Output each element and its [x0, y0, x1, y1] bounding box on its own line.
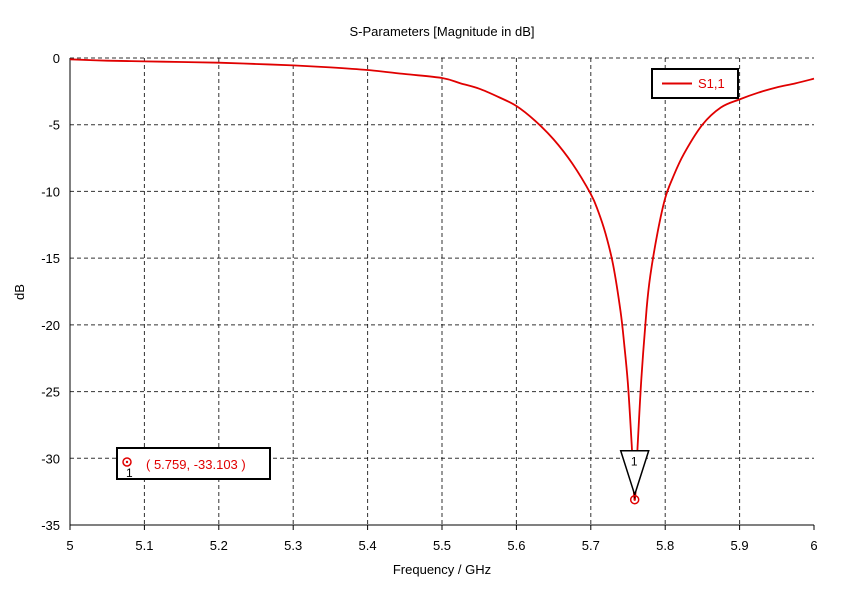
marker-readout-number: 1	[126, 466, 133, 480]
marker-label: 1	[631, 455, 638, 469]
marker-point-center	[633, 498, 636, 501]
marker-readout-icon	[122, 457, 132, 467]
x-tick-label: 5.4	[359, 538, 377, 553]
x-tick-label: 5.9	[731, 538, 749, 553]
x-tick-label: 5.3	[284, 538, 302, 553]
y-tick-label: -5	[48, 118, 60, 133]
y-tick-label: -15	[41, 251, 60, 266]
y-tick-label: -20	[41, 318, 60, 333]
y-tick-label: -10	[41, 184, 60, 199]
curve-layer	[69, 58, 815, 501]
x-tick-label: 5.2	[210, 538, 228, 553]
axes: 0 -5 -10 -15 -20 -25 -30 -35 5 5.1 5.2 5.3 5.4 5.5 5.6…	[41, 51, 817, 553]
marker-triangle-icon	[619, 449, 650, 498]
marker-1[interactable]: 1	[619, 449, 650, 505]
legend-label: S1,1	[698, 76, 725, 91]
y-tick-label: -35	[41, 518, 60, 533]
x-tick-label: 5.7	[582, 538, 600, 553]
marker-readout-icon-dot	[125, 460, 129, 464]
y-tick-label: -30	[41, 451, 60, 466]
x-tick-label: 5.1	[135, 538, 153, 553]
x-axis-label: Frequency / GHz	[393, 562, 491, 577]
series-s11-line	[69, 58, 815, 501]
y-tick-label: 0	[53, 51, 60, 66]
x-tick-label: 5.8	[656, 538, 674, 553]
x-tick-label: 5.5	[433, 538, 451, 553]
marker-point	[629, 494, 640, 505]
legend[interactable]: S1,1	[651, 68, 739, 99]
chart-title: S-Parameters [Magnitude in dB]	[350, 24, 535, 39]
y-axis-label: dB	[12, 284, 27, 300]
grid	[70, 57, 814, 525]
marker-readout-box	[116, 447, 271, 480]
marker-readout[interactable]: 1 ( 5.759, -33.103 )	[116, 447, 271, 480]
x-tick-label: 5.6	[507, 538, 525, 553]
marker-readout-value: ( 5.759, -33.103 )	[146, 457, 246, 472]
y-tick-label: -25	[41, 385, 60, 400]
x-tick-label: 5	[66, 538, 73, 553]
x-tick-label: 6	[810, 538, 817, 553]
